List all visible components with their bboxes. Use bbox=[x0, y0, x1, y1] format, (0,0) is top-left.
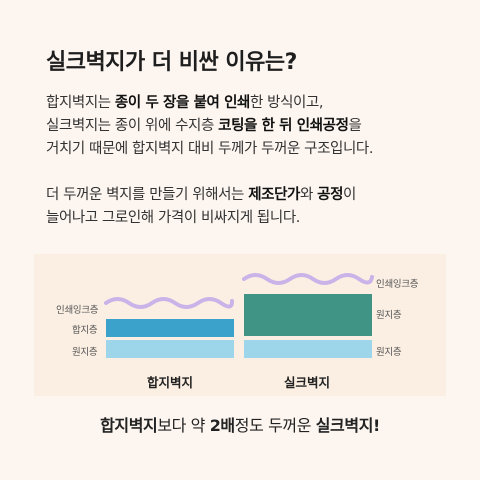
emphasis: 코팅을 한 뒤 인쇄공정 bbox=[218, 118, 349, 134]
silk-caption: 실크벽지 bbox=[284, 375, 331, 390]
text: 정도 두꺼운 bbox=[234, 416, 316, 435]
hapji-layer-label: 합지층 bbox=[72, 325, 98, 336]
paragraph-cost: 더 두꺼운 벽지를 만들기 위해서는 제조단가와 공정이 늘어나고 그로인해 가… bbox=[46, 184, 446, 230]
hapji-ink-wave bbox=[104, 297, 234, 309]
silk-ink-label: 인쇄잉크층 bbox=[376, 279, 419, 290]
text: 와 bbox=[299, 187, 318, 203]
hapji-base-layer bbox=[106, 340, 234, 358]
hapji-layer bbox=[106, 319, 234, 337]
summary-text: 합지벽지보다 약 2배정도 두꺼운 실크벽지! bbox=[0, 412, 480, 436]
emphasis: 제조단가 bbox=[248, 187, 300, 203]
emphasis: 종이 두 장을 붙여 인쇄 bbox=[114, 95, 250, 111]
text: 거치기 때문에 합지벽지 대비 두께가 두꺼운 구조입니다. bbox=[46, 141, 374, 157]
page-title: 실크벽지가 더 비싼 이유는? bbox=[46, 50, 297, 75]
text: 늘어나고 그로인해 가격이 비싸지게 됩니다. bbox=[46, 210, 300, 226]
silk-resin-label: 원지층 bbox=[376, 310, 402, 321]
silk-ink-wave bbox=[242, 273, 374, 285]
silk-resin-layer bbox=[244, 294, 372, 336]
hapji-ink-label: 인쇄잉크층 bbox=[56, 305, 99, 316]
text: 한 방식이고, bbox=[249, 95, 324, 111]
silk-base-layer bbox=[244, 340, 372, 358]
text: 을 bbox=[348, 118, 362, 134]
emphasis: 공정 bbox=[317, 187, 344, 203]
silk-base-label: 원지층 bbox=[376, 347, 402, 358]
emphasis: 실크벽지 bbox=[315, 416, 374, 435]
hapji-caption: 합지벽지 bbox=[147, 375, 194, 390]
paragraph-structure: 합지벽지는 종이 두 장을 붙여 인쇄한 방식이고, 실크벽지는 종이 위에 수… bbox=[46, 92, 446, 161]
text: 이 bbox=[343, 187, 356, 203]
hapji-base-label: 원지층 bbox=[72, 347, 98, 358]
text: 합지벽지는 bbox=[46, 95, 115, 111]
text: 더 두꺼운 벽지를 만들기 위해서는 bbox=[46, 187, 249, 203]
text: 실크벽지는 종이 위에 수지층 bbox=[46, 118, 219, 134]
emphasis: ! bbox=[373, 416, 380, 435]
text: 보다 약 bbox=[157, 416, 210, 435]
wallpaper-structure-diagram: 인쇄잉크층 합지층 원지층 합지벽지 인쇄잉크층 원지층 원지층 실크벽지 bbox=[34, 254, 446, 396]
emphasis: 합지벽지 bbox=[100, 416, 158, 435]
emphasis: 2배 bbox=[209, 416, 235, 435]
